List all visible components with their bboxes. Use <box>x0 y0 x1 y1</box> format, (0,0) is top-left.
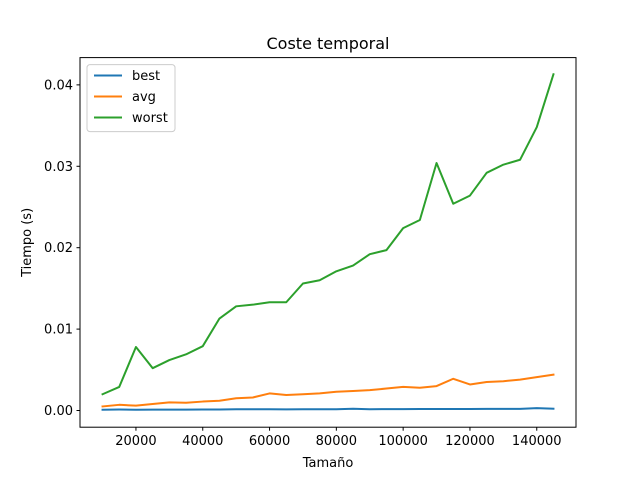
x-tick-label: 60000 <box>249 434 290 449</box>
x-tick-label: 40000 <box>182 434 223 449</box>
y-axis-label: Tiempo (s) <box>20 208 35 278</box>
series-line-worst <box>101 73 555 396</box>
chart-title: Coste temporal <box>267 34 390 53</box>
y-tick-label: 0.03 <box>44 160 73 175</box>
y-tick-label: 0.01 <box>44 323 73 338</box>
legend: best avg worst <box>86 64 176 133</box>
x-tick-label: 100000 <box>378 434 428 449</box>
x-axis: 20000 40000 60000 80000 100000 120000 140000 <box>115 427 562 449</box>
y-tick-label: 0.04 <box>44 78 73 93</box>
y-tick-label: 0.00 <box>44 404 73 419</box>
legend-label-best: best <box>132 69 160 84</box>
y-tick-label: 0.02 <box>44 241 73 256</box>
x-tick-label: 80000 <box>316 434 357 449</box>
y-axis: 0.00 0.01 0.02 0.03 0.04 <box>44 78 80 419</box>
legend-box <box>86 64 176 133</box>
series-line-best <box>101 407 555 411</box>
series-line-avg <box>101 373 555 408</box>
legend-label-worst: worst <box>132 111 168 126</box>
legend-label-avg: avg <box>132 90 156 105</box>
x-tick-label: 20000 <box>115 434 156 449</box>
x-tick-label: 120000 <box>445 434 495 449</box>
lines-layer <box>101 73 555 411</box>
x-tick-label: 140000 <box>512 434 562 449</box>
x-axis-label: Tamaño <box>302 456 354 471</box>
plot-frame <box>79 57 577 428</box>
